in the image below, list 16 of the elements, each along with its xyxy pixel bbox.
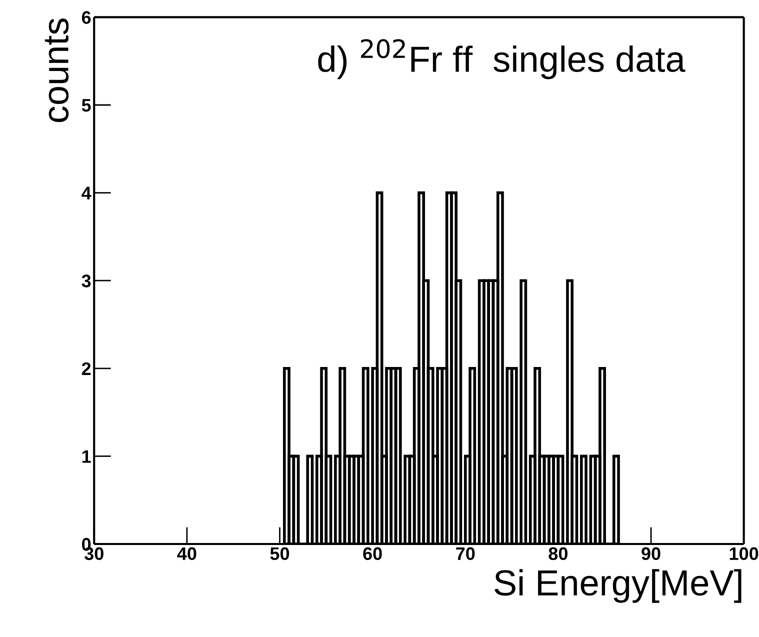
x-tick-label: 90 <box>642 547 660 560</box>
x-axis-title: Si Energy[MeV] <box>494 569 742 603</box>
y-tick-label: 3 <box>82 274 91 288</box>
y-tick-label: 4 <box>82 186 92 200</box>
x-tick-label: 100 <box>730 547 758 560</box>
y-tick-label: 1 <box>82 450 91 463</box>
y-tick-label: 5 <box>82 99 91 112</box>
x-tick-label: 60 <box>363 547 382 560</box>
y-tick-label: 2 <box>82 362 91 375</box>
x-tick-label: 50 <box>270 547 290 560</box>
x-tick-label: 40 <box>177 547 196 560</box>
y-tick-label: 6 <box>82 11 91 24</box>
x-tick-label: 80 <box>548 547 568 560</box>
text: d) $^{202}$Fr ff singles data <box>318 39 686 80</box>
y-axis-title: counts <box>44 18 69 122</box>
x-tick-label: 70 <box>456 547 475 560</box>
